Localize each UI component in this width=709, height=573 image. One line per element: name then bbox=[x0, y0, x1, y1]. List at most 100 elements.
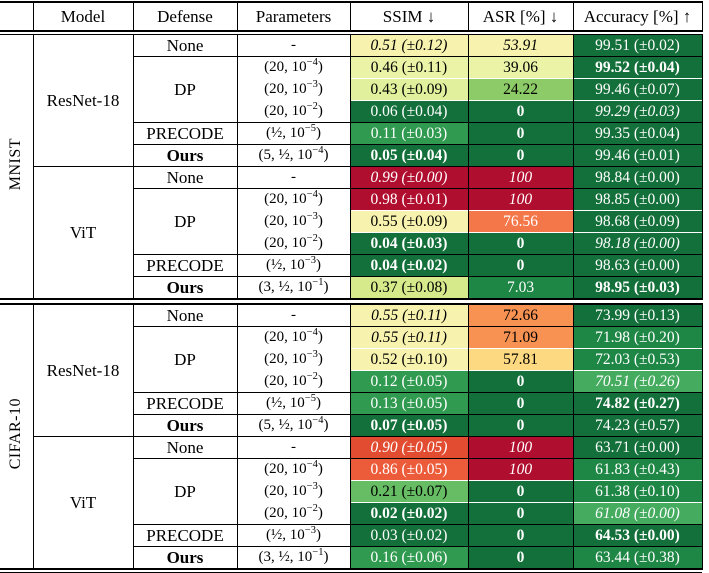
table-row: Ours (3, ½, 10−1) 0.16 (±0.06) 0 63.44 (±0.3… bbox=[0, 546, 703, 569]
accuracy-cell: 72.03 (±0.53) bbox=[572, 348, 703, 371]
asr-cell: 0 bbox=[467, 254, 573, 277]
accuracy-cell: 99.46 (±0.07) bbox=[572, 78, 703, 101]
model-cell: ResNet-18 bbox=[32, 34, 133, 167]
ssim-cell: 0.55 (±0.11) bbox=[349, 304, 468, 327]
asr-cell: 0 bbox=[467, 144, 573, 167]
ssim-cell: 0.37 (±0.08) bbox=[349, 276, 468, 299]
header-row: Model Defense Parameters SSIM ↓ ASR [%] … bbox=[0, 2, 703, 31]
asr-cell: 76.56 bbox=[467, 210, 573, 233]
header-dataset bbox=[0, 2, 33, 31]
table-row: Ours (3, ½, 10−1) 0.37 (±0.08) 7.03 98.95 (±… bbox=[0, 276, 703, 299]
asr-cell: 0 bbox=[467, 370, 573, 393]
asr-cell: 100 bbox=[467, 436, 573, 459]
accuracy-cell: 63.44 (±0.38) bbox=[572, 546, 703, 569]
table-row: (20, 10−2) 0.04 (±0.03) 0 98.18 (±0.00) bbox=[0, 232, 703, 255]
ssim-cell: 0.43 (±0.09) bbox=[349, 78, 468, 101]
params-cell: (½, 10−3) bbox=[236, 254, 350, 277]
ssim-cell: 0.99 (±0.00) bbox=[349, 166, 468, 189]
accuracy-cell: 61.08 (±0.00) bbox=[572, 502, 703, 525]
asr-cell: 0 bbox=[467, 122, 573, 145]
defense-cell: DP bbox=[132, 458, 237, 525]
table-row: PRECODE (½, 10−5) 0.11 (±0.03) 0 99.35 (±0.0… bbox=[0, 122, 703, 145]
params-cell: (20, 10−3) bbox=[236, 78, 350, 101]
accuracy-cell: 61.38 (±0.10) bbox=[572, 480, 703, 503]
params-cell: (20, 10−2) bbox=[236, 502, 350, 525]
model-cell: ViT bbox=[32, 436, 133, 569]
defense-cell: Ours bbox=[132, 144, 237, 167]
header-rule-line bbox=[0, 30, 702, 35]
table-row: Ours (5, ½, 10−4) 0.07 (±0.05) 0 74.23 (±0.5… bbox=[0, 414, 703, 437]
params-cell: (3, ½, 10−1) bbox=[236, 546, 350, 569]
asr-cell: 100 bbox=[467, 166, 573, 189]
dataset-label: MNIST bbox=[7, 137, 25, 191]
defense-cell: DP bbox=[132, 188, 237, 255]
params-cell: (20, 10−3) bbox=[236, 348, 350, 371]
accuracy-cell: 98.18 (±0.00) bbox=[572, 232, 703, 255]
accuracy-cell: 98.68 (±0.09) bbox=[572, 210, 703, 233]
accuracy-cell: 98.95 (±0.03) bbox=[572, 276, 703, 299]
ssim-cell: 0.12 (±0.05) bbox=[349, 370, 468, 393]
params-cell: - bbox=[236, 436, 350, 459]
asr-cell: 0 bbox=[467, 392, 573, 415]
header-ssim: SSIM ↓ bbox=[349, 2, 468, 31]
defense-cell: Ours bbox=[132, 414, 237, 437]
table-row: ViT None -0.90 (±0.05) 100 63.71 (±0.00) bbox=[0, 436, 703, 569]
table-row: (20, 10−3) 0.55 (±0.09) 76.56 98.68 (±0.09) bbox=[0, 210, 703, 233]
model-cell: ViT bbox=[32, 166, 133, 299]
accuracy-cell: 70.51 (±0.26) bbox=[572, 370, 703, 393]
defense-cell: PRECODE bbox=[132, 392, 237, 415]
asr-cell: 0 bbox=[467, 100, 573, 123]
params-cell: (20, 10−2) bbox=[236, 232, 350, 255]
model-cell: ResNet-18 bbox=[32, 304, 133, 437]
params-cell: (20, 10−2) bbox=[236, 370, 350, 393]
accuracy-cell: 73.99 (±0.13) bbox=[572, 304, 703, 327]
asr-cell: 100 bbox=[467, 188, 573, 211]
accuracy-cell: 98.84 (±0.00) bbox=[572, 166, 703, 189]
table-row: DP (20, 10−4) 0.55 (±0.11) 71.09 71.98 (±0.2… bbox=[0, 326, 703, 393]
params-cell: (½, 10−5) bbox=[236, 392, 350, 415]
ssim-cell: 0.86 (±0.05) bbox=[349, 458, 468, 481]
asr-cell: 7.03 bbox=[467, 276, 573, 299]
table-row: PRECODE (½, 10−5) 0.13 (±0.05) 0 74.82 (±0.2… bbox=[0, 392, 703, 415]
ssim-cell: 0.05 (±0.04) bbox=[349, 144, 468, 167]
table-row: (20, 10−3) 0.21 (±0.07) 0 61.38 (±0.10) bbox=[0, 480, 703, 503]
asr-cell: 0 bbox=[467, 546, 573, 569]
params-cell: (3, ½, 10−1) bbox=[236, 276, 350, 299]
header-asr: ASR [%] ↓ bbox=[467, 2, 573, 31]
defense-cell: DP bbox=[132, 56, 237, 123]
dataset-label: CIFAR-10 bbox=[7, 398, 25, 470]
section-divider-rule bbox=[0, 298, 702, 305]
params-cell: (½, 10−3) bbox=[236, 524, 350, 547]
defense-cell: None bbox=[132, 304, 237, 327]
accuracy-cell: 99.29 (±0.03) bbox=[572, 100, 703, 123]
params-cell: (20, 10−3) bbox=[236, 480, 350, 503]
ssim-cell: 0.21 (±0.07) bbox=[349, 480, 468, 503]
ssim-cell: 0.03 (±0.02) bbox=[349, 524, 468, 547]
defense-cell: PRECODE bbox=[132, 122, 237, 145]
table-row: Ours (5, ½, 10−4) 0.05 (±0.04) 0 99.46 (±0.0… bbox=[0, 144, 703, 167]
table-row: (20, 10−2) 0.12 (±0.05) 0 70.51 (±0.26) bbox=[0, 370, 703, 393]
header-parameters: Parameters bbox=[236, 2, 350, 31]
table-row: (20, 10−2) 0.02 (±0.02) 0 61.08 (±0.00) bbox=[0, 502, 703, 525]
params-cell: (20, 10−3) bbox=[236, 210, 350, 233]
ssim-cell: 0.04 (±0.03) bbox=[349, 232, 468, 255]
params-cell: (5, ½, 10−4) bbox=[236, 414, 350, 437]
defense-cell: None bbox=[132, 166, 237, 189]
results-table-body: MNIST ResNet-18 None -0.51 (±0.12) 53.91 99.5… bbox=[0, 30, 703, 573]
defense-cell: Ours bbox=[132, 546, 237, 569]
accuracy-cell: 99.52 (±0.04) bbox=[572, 56, 703, 79]
accuracy-cell: 61.83 (±0.43) bbox=[572, 458, 703, 481]
params-cell: (20, 10−4) bbox=[236, 458, 350, 481]
table-row: DP (20, 10−4) 0.98 (±0.01) 100 98.85 (±0.00) bbox=[0, 188, 703, 255]
defense-cell: PRECODE bbox=[132, 524, 237, 547]
header-accuracy: Accuracy [%] ↑ bbox=[572, 2, 703, 31]
ssim-cell: 0.52 (±0.10) bbox=[349, 348, 468, 371]
ssim-cell: 0.51 (±0.12) bbox=[349, 34, 468, 57]
asr-cell: 24.22 bbox=[467, 78, 573, 101]
ssim-cell: 0.07 (±0.05) bbox=[349, 414, 468, 437]
accuracy-cell: 99.35 (±0.04) bbox=[572, 122, 703, 145]
table-row: (20, 10−3) 0.52 (±0.10) 57.81 72.03 (±0.53) bbox=[0, 348, 703, 371]
accuracy-cell: 99.51 (±0.02) bbox=[572, 34, 703, 57]
params-cell: (20, 10−4) bbox=[236, 188, 350, 211]
